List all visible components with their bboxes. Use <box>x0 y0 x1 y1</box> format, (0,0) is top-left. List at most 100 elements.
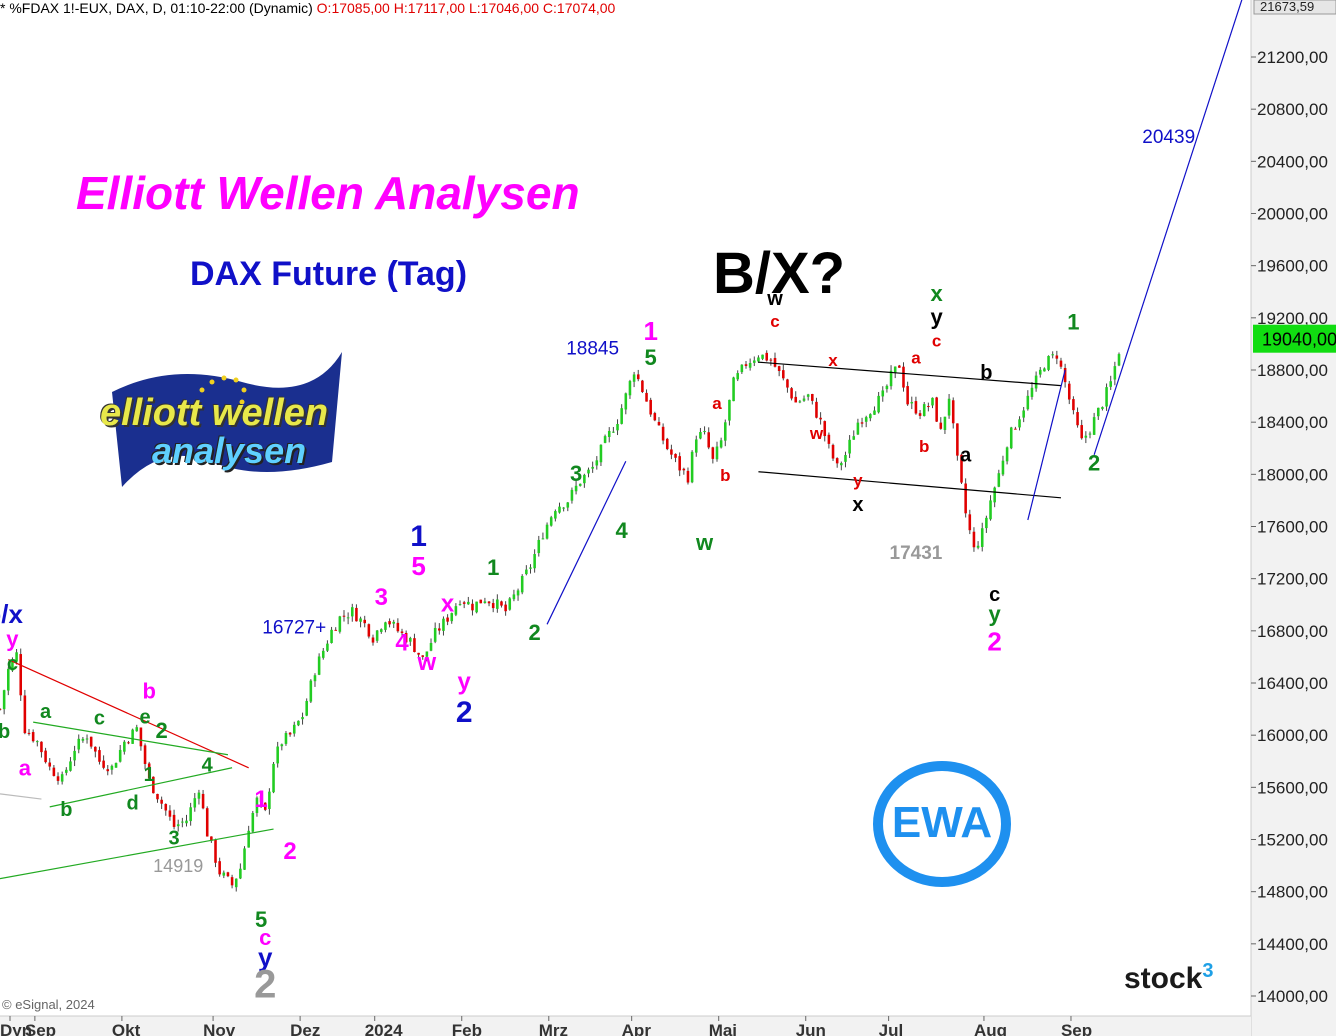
x-tick-label: 2024 <box>365 1021 403 1036</box>
candle-body <box>910 402 914 404</box>
candle-body <box>168 810 172 817</box>
x-tick-label: Mai <box>709 1021 737 1036</box>
candle-body <box>425 651 429 657</box>
trendline <box>1093 0 1243 455</box>
candle-body <box>247 830 250 848</box>
candle-body <box>446 617 449 622</box>
wave-label: x <box>828 351 838 370</box>
candle-body <box>624 393 628 410</box>
candle-body <box>670 449 673 455</box>
candle-body <box>56 776 60 781</box>
candle-body <box>363 619 366 624</box>
candle-body <box>19 654 23 696</box>
candle-body <box>877 395 880 413</box>
x-tick-label: Nov <box>203 1021 236 1036</box>
candle-body <box>1030 387 1034 397</box>
candle-body <box>694 439 698 453</box>
candle-body <box>313 675 317 682</box>
candle-body <box>661 426 665 441</box>
candle-body <box>131 729 134 744</box>
candle-body <box>1034 375 1038 389</box>
candle-body <box>487 601 491 604</box>
candle-body <box>259 795 263 803</box>
candle-body <box>94 746 97 752</box>
candle-body <box>263 802 267 810</box>
candle-body <box>346 617 350 619</box>
candle-body <box>802 398 806 401</box>
wave-label: d <box>127 793 139 815</box>
wave-label: c <box>932 332 941 351</box>
x-tick-label: Jul <box>879 1021 904 1036</box>
candle-body <box>902 366 905 388</box>
trendline <box>0 793 42 800</box>
candle-body <box>980 528 984 547</box>
logo-line-1: elliott wellen <box>100 392 329 434</box>
candle-body <box>773 357 777 367</box>
candle-body <box>160 799 163 804</box>
wave-label: 1 <box>643 316 657 346</box>
candle-body <box>36 741 39 743</box>
wave-label: 2 <box>987 626 1001 656</box>
candle-body <box>587 469 590 474</box>
scenario-label: B/X? <box>713 241 846 306</box>
wave-label: y <box>853 471 863 490</box>
candle-body <box>342 615 346 617</box>
candle-body <box>65 769 68 773</box>
candle-body <box>1080 425 1083 439</box>
candle-body <box>222 872 226 876</box>
wave-label: c <box>770 312 779 331</box>
candle-body <box>2 690 6 710</box>
trendline <box>758 471 1062 499</box>
x-tick-label: Apr <box>622 1021 652 1036</box>
candle-body <box>127 742 130 744</box>
stock3-brand: stock3 <box>1124 960 1214 996</box>
candle-body <box>114 762 118 768</box>
y-tick-label: 16400,00 <box>1257 674 1328 693</box>
candle-body <box>1047 355 1050 370</box>
x-tick-label: Okt <box>112 1021 141 1036</box>
wave-label: 1 <box>410 520 427 553</box>
wave-label: 1 <box>1067 310 1079 335</box>
candle-body <box>301 717 304 720</box>
y-tick-label: 14000,00 <box>1257 987 1328 1006</box>
y-tick-label: 14400,00 <box>1257 935 1328 954</box>
candle-body <box>562 507 565 509</box>
candle-body <box>860 422 864 424</box>
candle-body <box>653 413 657 421</box>
candle-body <box>989 500 992 520</box>
candle-body <box>81 738 85 741</box>
candle-body <box>972 531 976 548</box>
chart-header: * %FDAX 1!-EUX, DAX, D, 01:10-22:00 (Dyn… <box>0 0 615 16</box>
candle-body <box>110 765 114 770</box>
candle-body <box>404 632 408 643</box>
candle-body <box>893 366 897 373</box>
candle-body <box>549 517 553 526</box>
candle-body <box>338 616 342 632</box>
candle-body <box>719 440 723 448</box>
candle-body <box>761 354 764 359</box>
wave-label: 2 <box>529 620 541 645</box>
candle-body <box>40 741 43 753</box>
candle-body <box>73 750 76 761</box>
y-tick-label: 20800,00 <box>1257 100 1328 119</box>
candle-body <box>48 762 52 767</box>
candle-body <box>77 738 81 750</box>
trendline <box>546 461 627 625</box>
candle-body <box>384 622 387 630</box>
brand-sup: 3 <box>1202 960 1214 982</box>
candle-body <box>0 708 2 710</box>
candle-body <box>1043 368 1046 372</box>
candle-body <box>956 423 959 456</box>
candle-body <box>566 502 570 508</box>
candle-body <box>616 424 619 431</box>
y-tick-label: 20000,00 <box>1257 205 1328 224</box>
candle-body <box>869 414 872 419</box>
candle-body <box>255 797 259 814</box>
candle-body <box>848 439 851 454</box>
candle-body <box>906 386 909 405</box>
candle-body <box>939 422 943 429</box>
candle-body <box>819 417 822 420</box>
candle-body <box>864 417 868 422</box>
candle-body <box>413 638 416 653</box>
